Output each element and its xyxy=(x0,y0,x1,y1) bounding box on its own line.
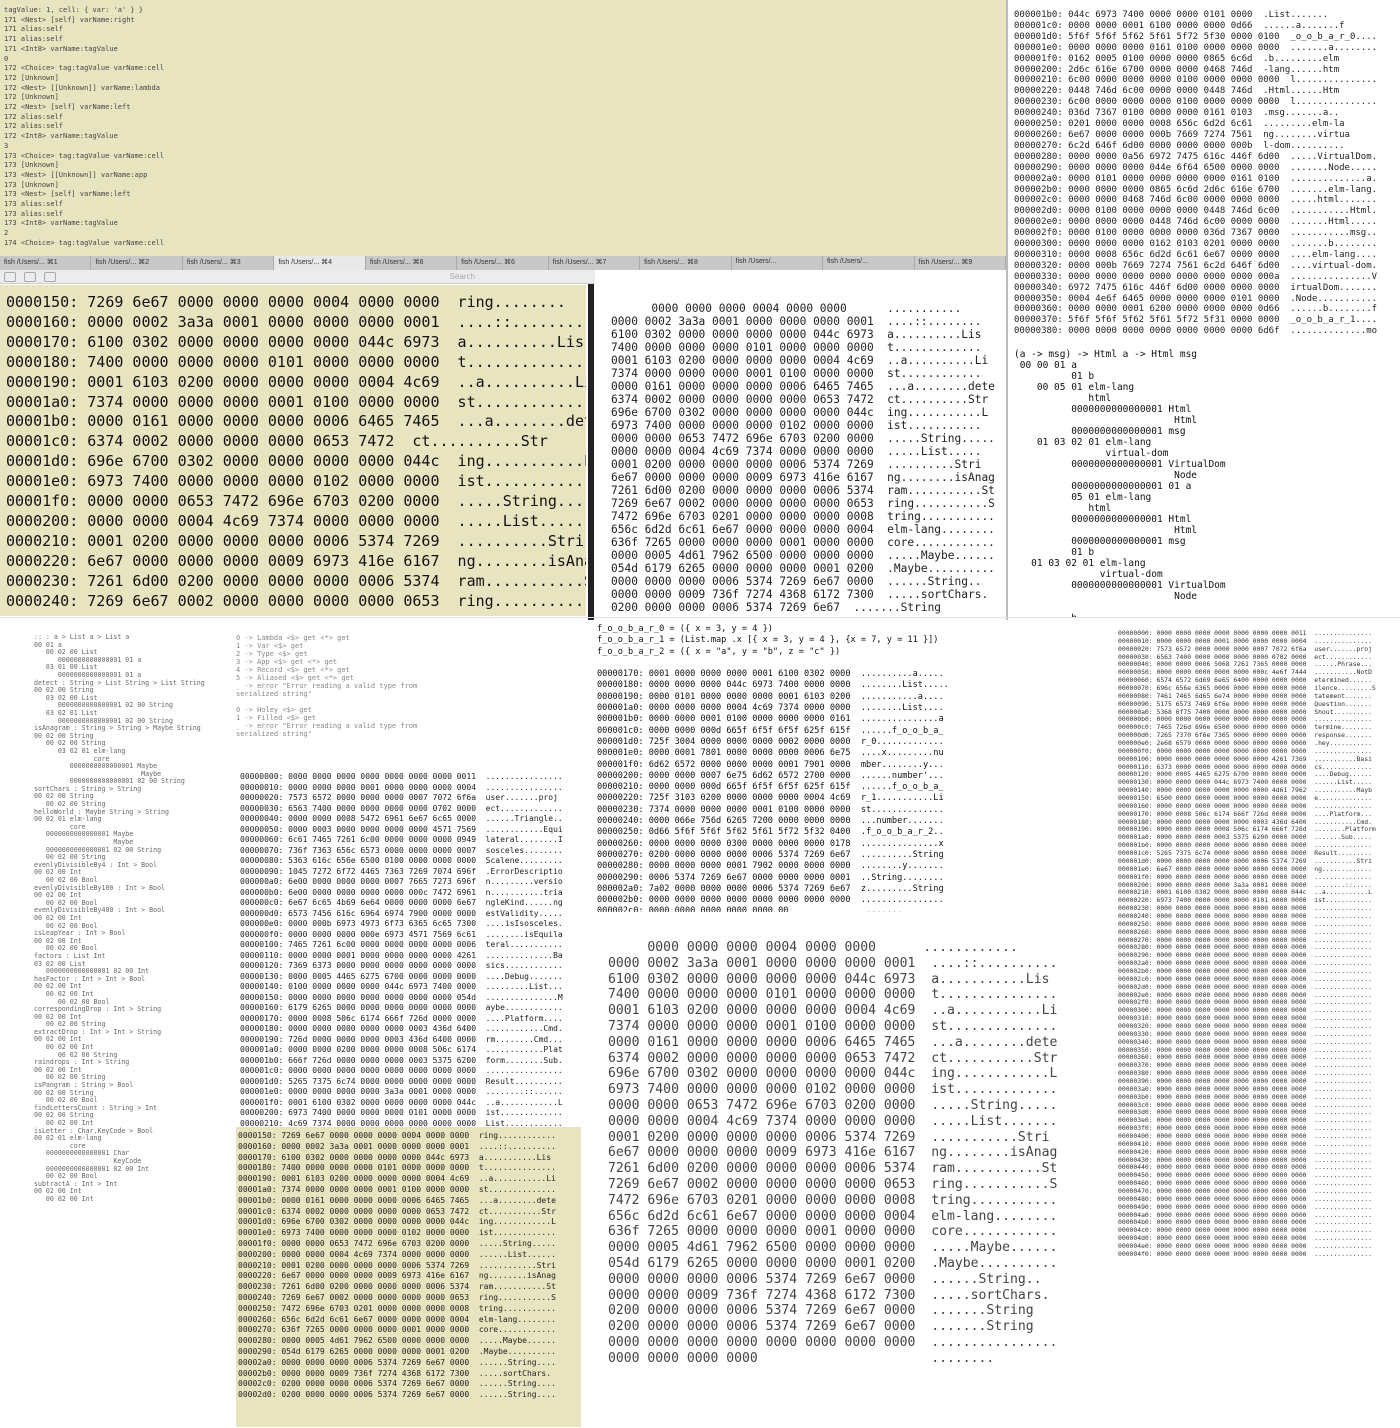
tab-overview-icon[interactable] xyxy=(24,271,36,282)
lower-hex-dump-text: 0000150: 7269 6e67 0000 0000 0000 0004 0… xyxy=(238,1131,556,1400)
terminal-tab[interactable]: fish /Users/... ⌘9 xyxy=(915,256,1006,270)
lower-hex-dump-pane[interactable]: 0000150: 7269 6e67 0000 0000 0000 0004 0… xyxy=(236,1127,581,1427)
terminal-tab[interactable]: fish /Users/... ⌘7 xyxy=(549,256,641,270)
bottom-hex-dump-text: 0000 0000 0000 0004 0000 0000 ..........… xyxy=(608,940,1058,1366)
right-hex-dump-pane[interactable]: 000001b0: 044c 6973 7400 0000 0000 0101 … xyxy=(1010,0,1400,345)
foobar-hex-dump-pane[interactable]: f_o_o_b_a_r_0 = ({ x = 3, y = 4 }) f_o_o… xyxy=(597,624,1007,912)
terminal-tab[interactable]: fish /Users/... xyxy=(823,256,915,270)
phrase-hex-dump-text: 00000000: 0000 0000 0000 0000 0000 0000 … xyxy=(1118,629,1376,1258)
large-hex-dump-pane[interactable]: 0000150: 7269 6e67 0000 0000 0000 0004 0… xyxy=(0,285,586,616)
pane-divider xyxy=(588,284,594,620)
terminal-tab[interactable]: fish /Users/... ⌘3 xyxy=(183,256,275,270)
middle-hex-dump-text: 0000 0000 0000 0004 0000 0000 ..........… xyxy=(611,302,995,614)
editor-toolbar: Search xyxy=(0,270,595,284)
function-signature-tree-text: :: : a > List a > List a 00 01 a 00 02 0… xyxy=(34,633,205,1203)
decoder-source-pane[interactable]: 0 -> Lambda <$> get <*> get 1 -> Var <$>… xyxy=(236,634,456,744)
debug-log-text: tagValue: 1, cell: { var: 'a' } } 171 <N… xyxy=(4,6,165,247)
foobar-hex-dump-text: f_o_o_b_a_r_0 = ({ x = 3, y = 4 }) f_o_o… xyxy=(597,624,949,912)
pane-divider xyxy=(0,617,1400,618)
sidebar-toggle-icon[interactable] xyxy=(4,271,16,282)
right-hex-dump-text: 000001b0: 044c 6973 7400 0000 0000 0101 … xyxy=(1014,10,1378,337)
bottom-hex-dump-pane[interactable]: 0000 0000 0000 0004 0000 0000 ..........… xyxy=(608,940,1088,1370)
type-decode-tree-pane[interactable]: (a -> msg) -> Html a -> Html msg 00 00 0… xyxy=(1010,345,1400,617)
terminal-tab[interactable]: fish /Users/... ⌘6 xyxy=(457,256,549,270)
type-decode-tree-text: (a -> msg) -> Html a -> Html msg 00 00 0… xyxy=(1014,349,1226,617)
terminal-tab[interactable]: fish /Users/... ⌘2 xyxy=(91,256,183,270)
middle-hex-dump-pane[interactable]: 0000 0000 0000 0004 0000 0000 ..........… xyxy=(595,270,1006,616)
terminal-tab-active[interactable]: fish /Users/... ⌘4 xyxy=(274,256,366,270)
terminal-tab-bar[interactable]: fish /Users/... ⌘1 fish /Users/... ⌘2 fi… xyxy=(0,256,1006,270)
large-hex-dump-text: 0000150: 7269 6e67 0000 0000 0000 0004 0… xyxy=(6,293,586,610)
function-signature-tree-pane[interactable]: :: : a > List a > List a 00 01 a 00 02 0… xyxy=(0,630,230,1220)
triangle-hex-dump-pane[interactable]: 00000000: 0000 0000 0000 0000 0000 0000 … xyxy=(240,772,586,1127)
triangle-hex-dump-text: 00000000: 0000 0000 0000 0000 0000 0000 … xyxy=(240,772,563,1127)
debug-log-pane[interactable]: tagValue: 1, cell: { var: 'a' } } 171 <N… xyxy=(0,0,1006,256)
terminal-tab[interactable]: fish /Users/... xyxy=(732,256,824,270)
phrase-hex-dump-pane[interactable]: 00000000: 0000 0000 0000 0000 0000 0000 … xyxy=(1112,628,1400,1258)
terminal-tab[interactable]: fish /Users/... ⌘8 xyxy=(640,256,732,270)
terminal-tab[interactable]: fish /Users/... ⌘1 xyxy=(0,256,92,270)
terminal-tab[interactable]: fish /Users/... ⌘6 xyxy=(366,256,458,270)
share-icon[interactable] xyxy=(44,271,56,282)
decoder-source-text: 0 -> Lambda <$> get <*> get 1 -> Var <$>… xyxy=(236,634,418,738)
pane-divider xyxy=(1006,0,1008,620)
search-field[interactable]: Search xyxy=(449,272,475,281)
